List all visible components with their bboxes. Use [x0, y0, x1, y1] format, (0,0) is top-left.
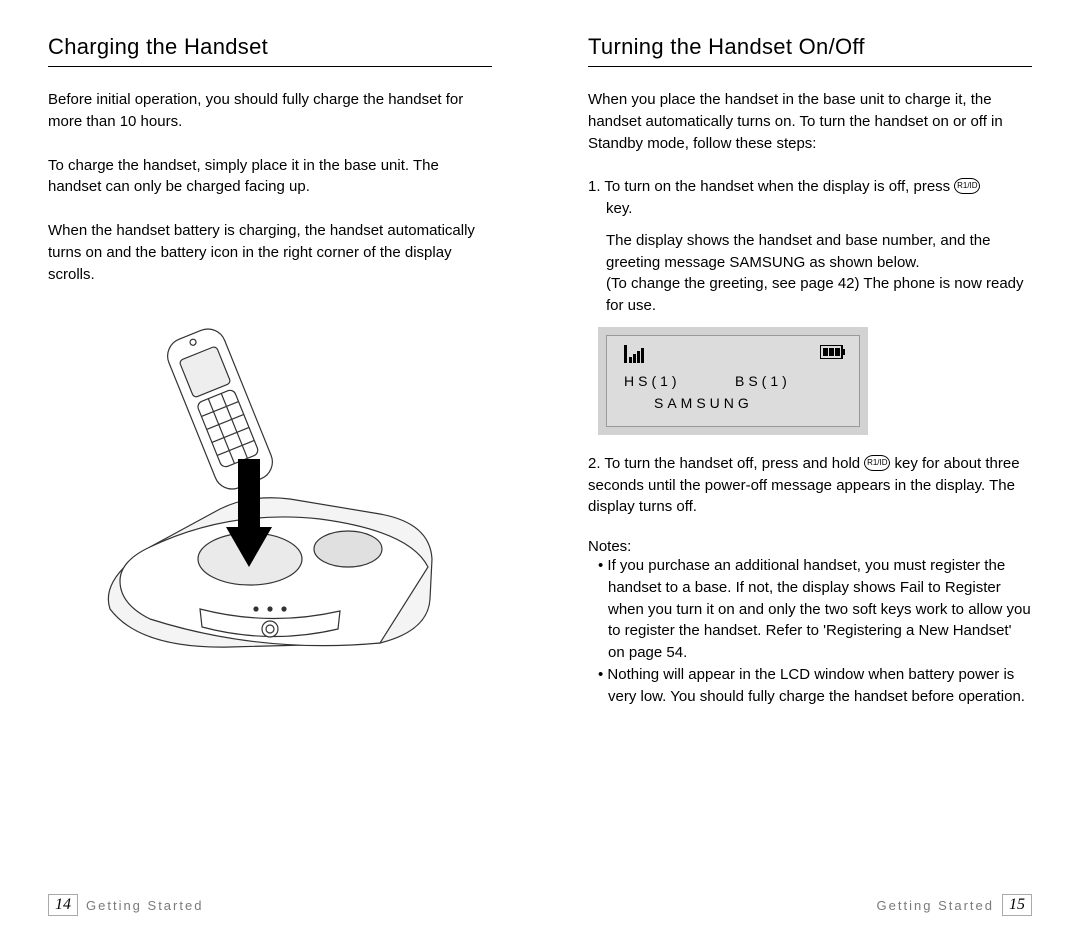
left-footer-label: Getting Started: [86, 898, 203, 913]
lcd-hs: HS(1): [624, 373, 735, 389]
notes-heading: Notes:: [588, 538, 1032, 555]
left-p3: When the handset battery is charging, th…: [48, 220, 492, 285]
left-p1: Before initial operation, you should ful…: [48, 89, 492, 133]
lcd-display: HS(1) BS(1) SAMSUNG: [598, 327, 868, 435]
step1-text-b: key.: [588, 198, 1032, 220]
left-p2: To charge the handset, simply place it i…: [48, 155, 492, 199]
right-body: When you place the handset in the base u…: [588, 89, 1032, 707]
right-p1: When you place the handset in the base u…: [588, 89, 1032, 154]
handset-base-illustration: [80, 309, 460, 669]
lcd-greeting: SAMSUNG: [624, 395, 846, 411]
right-step2: 2. To turn the handset off, press and ho…: [588, 453, 1032, 518]
note-2: • Nothing will appear in the LCD window …: [598, 664, 1032, 708]
lcd-bs: BS(1): [735, 373, 846, 389]
step1-desc2: (To change the greeting, see page 42) Th…: [588, 273, 1032, 317]
right-footer: Getting Started 15: [877, 894, 1032, 916]
left-title: Charging the Handset: [48, 34, 492, 67]
left-page-number: 14: [48, 894, 78, 916]
battery-icon: [820, 345, 846, 367]
signal-icon: [624, 345, 646, 367]
step1-desc1: The display shows the handset and base n…: [588, 230, 1032, 274]
left-page: Charging the Handset Before initial oper…: [0, 0, 540, 936]
step1-text-a: 1. To turn on the handset when the displ…: [588, 178, 954, 195]
note-1: • If you purchase an additional handset,…: [598, 555, 1032, 664]
right-title: Turning the Handset On/Off: [588, 34, 1032, 67]
right-page-number: 15: [1002, 894, 1032, 916]
right-step1: 1. To turn on the handset when the displ…: [588, 176, 1032, 198]
left-footer: 14 Getting Started: [48, 894, 203, 916]
right-page: Turning the Handset On/Off When you plac…: [540, 0, 1080, 936]
power-key-icon: R1/ID: [954, 178, 980, 194]
notes-list: • If you purchase an additional handset,…: [588, 555, 1032, 707]
power-key-icon: R1/ID: [864, 455, 890, 471]
right-footer-label: Getting Started: [877, 898, 994, 913]
spread: Charging the Handset Before initial oper…: [0, 0, 1080, 936]
step2-text-a: 2. To turn the handset off, press and ho…: [588, 455, 864, 472]
left-body: Before initial operation, you should ful…: [48, 89, 492, 285]
